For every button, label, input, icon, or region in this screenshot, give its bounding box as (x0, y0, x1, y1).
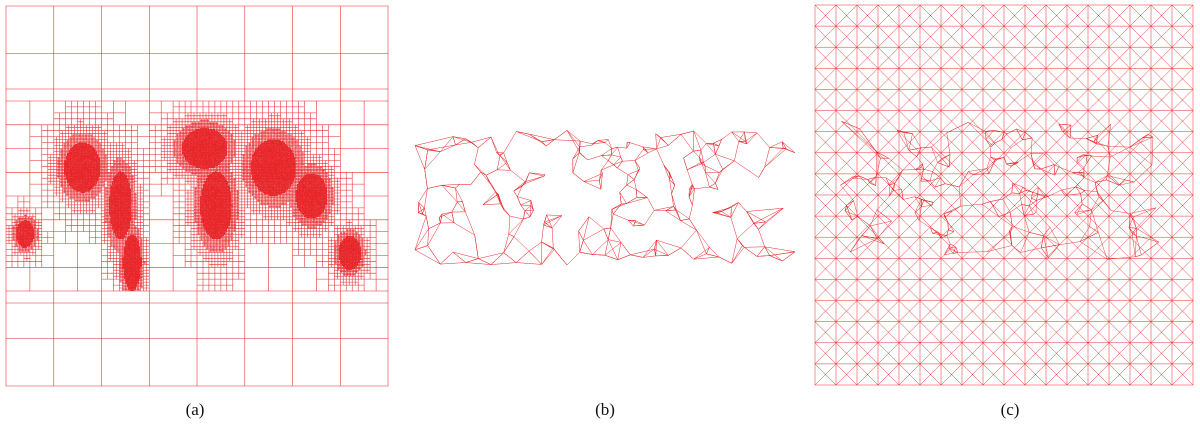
diagonal-mesh-figure (814, 4, 1194, 386)
caption-b: (b) (595, 400, 615, 419)
quadtree-grid-lines (5, 5, 389, 387)
panel-b-delaunay-mesh (405, 0, 800, 425)
panel-a-quadtree-mesh (0, 0, 395, 425)
delaunay-edges (414, 130, 796, 266)
panel-c-diagonal-mesh (810, 0, 1200, 425)
delaunay-mesh-figure (414, 130, 796, 266)
dense-cell-fills (11, 118, 368, 291)
diagonal-grid-lines (814, 4, 1194, 386)
quadtree-mesh-figure (5, 5, 389, 387)
caption-a: (a) (185, 400, 205, 419)
refined-mesh-edges (840, 121, 1160, 260)
caption-c: (c) (1000, 400, 1020, 419)
